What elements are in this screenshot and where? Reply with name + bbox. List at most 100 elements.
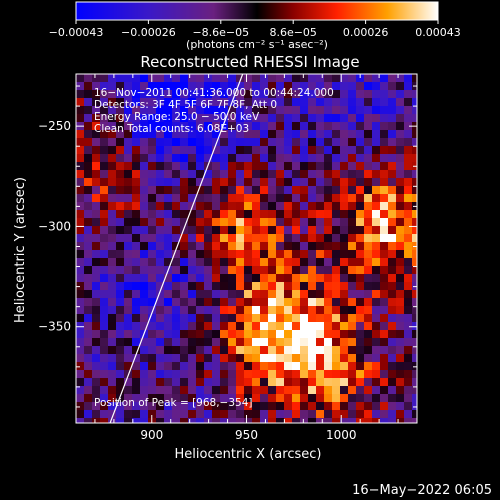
heatmap-cell (292, 354, 300, 362)
heatmap-cell (260, 410, 268, 418)
heatmap-cell (148, 114, 156, 122)
heatmap-cell (76, 322, 84, 330)
heatmap-cell (404, 130, 412, 138)
heatmap-cell (156, 106, 164, 114)
heatmap-cell (156, 322, 164, 330)
heatmap-cell (196, 266, 204, 274)
heatmap-cell (364, 330, 372, 338)
heatmap-cell (324, 410, 332, 418)
heatmap-cell (300, 290, 308, 298)
heatmap-cell (124, 290, 132, 298)
heatmap-cell (156, 258, 164, 266)
heatmap-cell (236, 274, 244, 282)
heatmap-cell (260, 130, 268, 138)
heatmap-cell (236, 146, 244, 154)
heatmap-cell (124, 130, 132, 138)
heatmap-cell (308, 410, 316, 418)
heatmap-cell (204, 266, 212, 274)
heatmap-cell (140, 362, 148, 370)
heatmap-cell (100, 162, 108, 170)
heatmap-cell (396, 362, 404, 370)
heatmap-cell (324, 226, 332, 234)
heatmap-cell (124, 154, 132, 162)
heatmap-cell (380, 186, 388, 194)
heatmap-cell (212, 418, 220, 423)
annotation-line: Detectors: 3F 4F 5F 6F 7F 8F, Att 0 (94, 99, 277, 111)
heatmap-cell (244, 218, 252, 226)
heatmap-cell (356, 98, 364, 106)
heatmap-cell (412, 362, 417, 370)
heatmap-cell (364, 106, 372, 114)
heatmap-cell (76, 114, 84, 122)
heatmap-cell (196, 194, 204, 202)
heatmap-cell (156, 386, 164, 394)
heatmap-cell (92, 338, 100, 346)
heatmap-cell (404, 154, 412, 162)
heatmap-cell (188, 162, 196, 170)
heatmap-cell (308, 194, 316, 202)
heatmap-cell (380, 146, 388, 154)
heatmap-cell (316, 266, 324, 274)
heatmap-cell (356, 394, 364, 402)
heatmap-cell (204, 322, 212, 330)
heatmap-cell (284, 258, 292, 266)
heatmap-cell (76, 234, 84, 242)
heatmap-cell (364, 146, 372, 154)
heatmap-cell (132, 290, 140, 298)
heatmap-cell (228, 306, 236, 314)
heatmap-cell (140, 234, 148, 242)
heatmap-cell (180, 218, 188, 226)
heatmap-cell (132, 154, 140, 162)
heatmap-cell (300, 130, 308, 138)
heatmap-cell (308, 146, 316, 154)
heatmap-cell (324, 186, 332, 194)
heatmap-cell (292, 98, 300, 106)
heatmap-cell (260, 178, 268, 186)
heatmap-cell (396, 418, 404, 423)
heatmap-cell (372, 138, 380, 146)
heatmap-cell (212, 90, 220, 98)
heatmap-cell (372, 386, 380, 394)
heatmap-cell (148, 154, 156, 162)
heatmap-cell (188, 410, 196, 418)
heatmap-cell (108, 282, 116, 290)
heatmap-cell (132, 234, 140, 242)
heatmap-cell (396, 410, 404, 418)
footer-timestamp: 16−May−2022 06:05 (352, 483, 492, 498)
heatmap-cell (404, 82, 412, 90)
heatmap-cell (308, 370, 316, 378)
heatmap-cell (252, 98, 260, 106)
heatmap-cell (132, 322, 140, 330)
heatmap-cell (172, 82, 180, 90)
heatmap-cell (124, 202, 132, 210)
heatmap-cell (284, 298, 292, 306)
heatmap-cell (196, 346, 204, 354)
heatmap-cell (412, 354, 417, 362)
heatmap-cell (244, 130, 252, 138)
heatmap-cell (100, 330, 108, 338)
heatmap-cell (236, 290, 244, 298)
heatmap-cell (100, 138, 108, 146)
heatmap-cell (140, 242, 148, 250)
heatmap-cell (76, 186, 84, 194)
heatmap-cell (404, 378, 412, 386)
heatmap-cell (316, 314, 324, 322)
heatmap-cell (324, 74, 332, 82)
heatmap-cell (372, 402, 380, 410)
heatmap-cell (252, 410, 260, 418)
heatmap-cell (316, 306, 324, 314)
heatmap-cell (156, 298, 164, 306)
heatmap-cell (292, 306, 300, 314)
heatmap-cell (212, 202, 220, 210)
heatmap-cell (188, 266, 196, 274)
heatmap-cell (148, 82, 156, 90)
heatmap-cell (324, 242, 332, 250)
heatmap-cell (164, 162, 172, 170)
heatmap-cell (412, 386, 417, 394)
heatmap-cell (100, 146, 108, 154)
heatmap-cell (212, 106, 220, 114)
heatmap-cell (260, 194, 268, 202)
heatmap-cell (116, 258, 124, 266)
heatmap-cell (292, 130, 300, 138)
heatmap-cell (188, 106, 196, 114)
